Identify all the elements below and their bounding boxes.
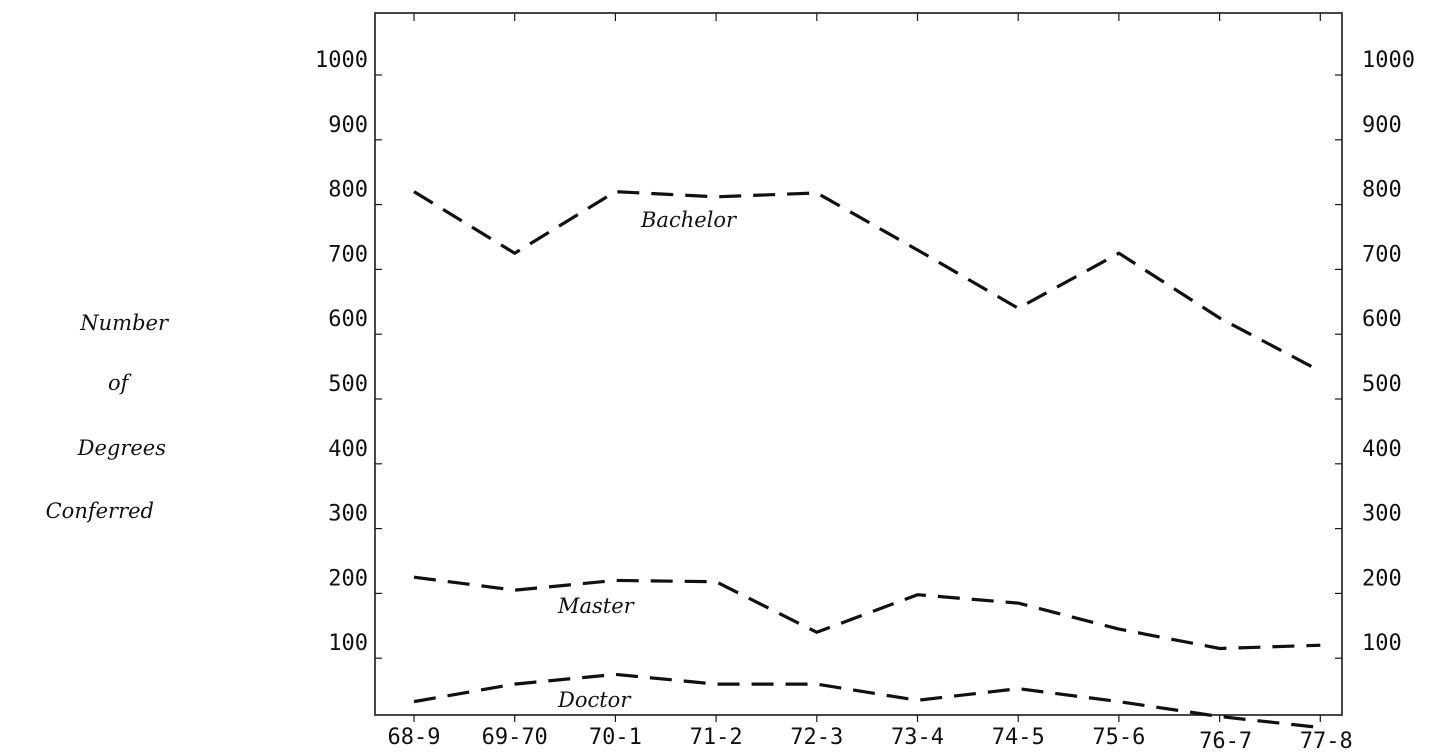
x-axis-ticks: 68-9 69-70 70-1 71-2 72-3 73-4 74-5 75-6 76-7 77-…: [388, 13, 1353, 753]
y-tick-label-right: 800: [1362, 178, 1402, 203]
series-label-master: Master: [557, 594, 636, 618]
y-tick-label-right: 1000: [1362, 48, 1415, 73]
y-tick-label-left: 100: [328, 631, 368, 656]
y-tick-label-right: 400: [1362, 437, 1402, 462]
plot-border: [374, 12, 1343, 716]
y-tick-label-left: 200: [328, 566, 368, 591]
y-axis-title-line: of: [108, 371, 132, 395]
x-tick-label: 71-2: [690, 725, 743, 750]
y-tick-label-left: 600: [328, 307, 368, 332]
x-tick-label: 70-1: [589, 725, 642, 750]
y-tick-label-right: 900: [1362, 113, 1402, 138]
y-tick-label-left: 1000: [315, 48, 368, 73]
series-line-bachelor: [413, 190, 1322, 373]
y-axis-title-line: Number: [79, 311, 170, 335]
y-tick-label-right: 600: [1362, 307, 1402, 332]
x-tick-label: 75-6: [1092, 725, 1145, 750]
y-tick-label-right: 700: [1362, 242, 1402, 267]
x-tick-label: 68-9: [388, 725, 441, 750]
y-tick-label-left: 700: [328, 242, 368, 267]
y-tick-label-left: 800: [328, 178, 368, 203]
x-tick-label: 69-70: [482, 725, 548, 750]
y-axis-title-line: Degrees: [77, 436, 167, 460]
y-tick-label-left: 300: [328, 502, 368, 527]
y-axis-ticks: 100 100 200 200 300 300 400 400 500 500 600 600 700 7…: [315, 48, 1415, 659]
y-tick-label-right: 200: [1362, 566, 1402, 591]
series-line-master: [413, 575, 1321, 651]
plot-frame: [374, 12, 1343, 716]
series-labels: Bachelor Master Doctor: [557, 208, 738, 712]
series-line-doctor: [413, 672, 1321, 730]
data-series: [413, 190, 1322, 730]
y-tick-label-left: 400: [328, 437, 368, 462]
x-tick-label: 72-3: [790, 725, 843, 750]
x-tick-label: 73-4: [891, 725, 944, 750]
series-label-doctor: Doctor: [557, 688, 632, 712]
y-axis-title-line: Conferred: [46, 499, 154, 523]
y-tick-label-right: 500: [1362, 372, 1402, 397]
series-label-bachelor: Bachelor: [640, 208, 738, 232]
y-axis-title: Number of Degrees Conferred: [46, 311, 170, 523]
y-tick-label-left: 900: [328, 113, 368, 138]
x-tick-label: 76-7: [1199, 729, 1252, 753]
y-tick-label-right: 300: [1362, 502, 1402, 527]
y-tick-label-left: 500: [328, 372, 368, 397]
x-tick-label: 74-5: [992, 725, 1045, 750]
y-tick-label-right: 100: [1362, 631, 1402, 656]
x-tick-label: 77-8: [1300, 729, 1353, 753]
